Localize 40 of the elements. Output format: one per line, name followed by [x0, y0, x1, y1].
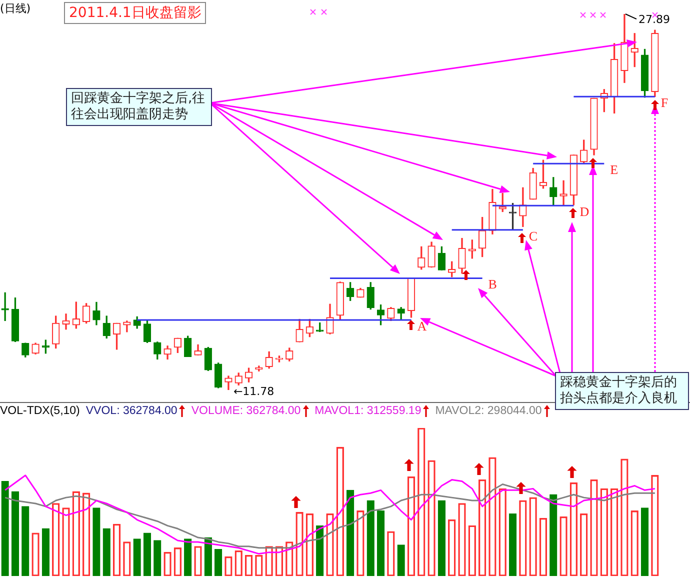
- annotation: E: [610, 162, 618, 178]
- bar: [102, 528, 110, 576]
- bar: [11, 491, 20, 576]
- annotation: 回踩黄金十字架之后,往往会出现阳盖阴走势: [66, 88, 212, 126]
- annotation: B: [488, 276, 498, 292]
- text: MAVOL2: 298044.00: [435, 405, 542, 417]
- bar: [133, 538, 141, 576]
- bar: [508, 514, 517, 576]
- text: VOLUME: 362784.00: [191, 405, 301, 417]
- annotation: 27.89: [638, 12, 670, 26]
- bar: [376, 510, 385, 576]
- bar: [154, 540, 162, 576]
- bar: [204, 537, 212, 576]
- bar: [438, 500, 446, 576]
- bar: [397, 544, 405, 576]
- annotation: C: [528, 228, 538, 244]
- bar: [22, 506, 30, 576]
- annotation: A: [417, 318, 428, 334]
- bar: [1, 480, 9, 576]
- text: MAVOL1: 312559.19: [314, 405, 422, 417]
- bar: [316, 525, 324, 576]
- chart-title: 2011.4.1日收盘留影: [64, 2, 206, 24]
- text: VVOL: 362784.00: [86, 405, 178, 417]
- chart-subtitle: (日线): [0, 1, 31, 16]
- bar: [550, 494, 558, 576]
- annotation: D: [580, 204, 590, 220]
- bar: [640, 508, 649, 576]
- bar: [346, 490, 354, 576]
- bar: [184, 538, 192, 576]
- bar: [214, 549, 222, 576]
- text: F: [660, 95, 668, 110]
- bar: [42, 528, 50, 576]
- bar: [92, 508, 100, 576]
- candlestick: [560, 180, 568, 206]
- bar: [143, 532, 152, 576]
- bar: [366, 500, 374, 576]
- candlestick: [62, 314, 70, 330]
- annotation: ←11.78: [233, 384, 274, 398]
- chart-title: VOL-TDX(5,10): [0, 405, 80, 417]
- annotation: 踩稳黄金十字架后的抬头点都是介入良机: [555, 372, 689, 410]
